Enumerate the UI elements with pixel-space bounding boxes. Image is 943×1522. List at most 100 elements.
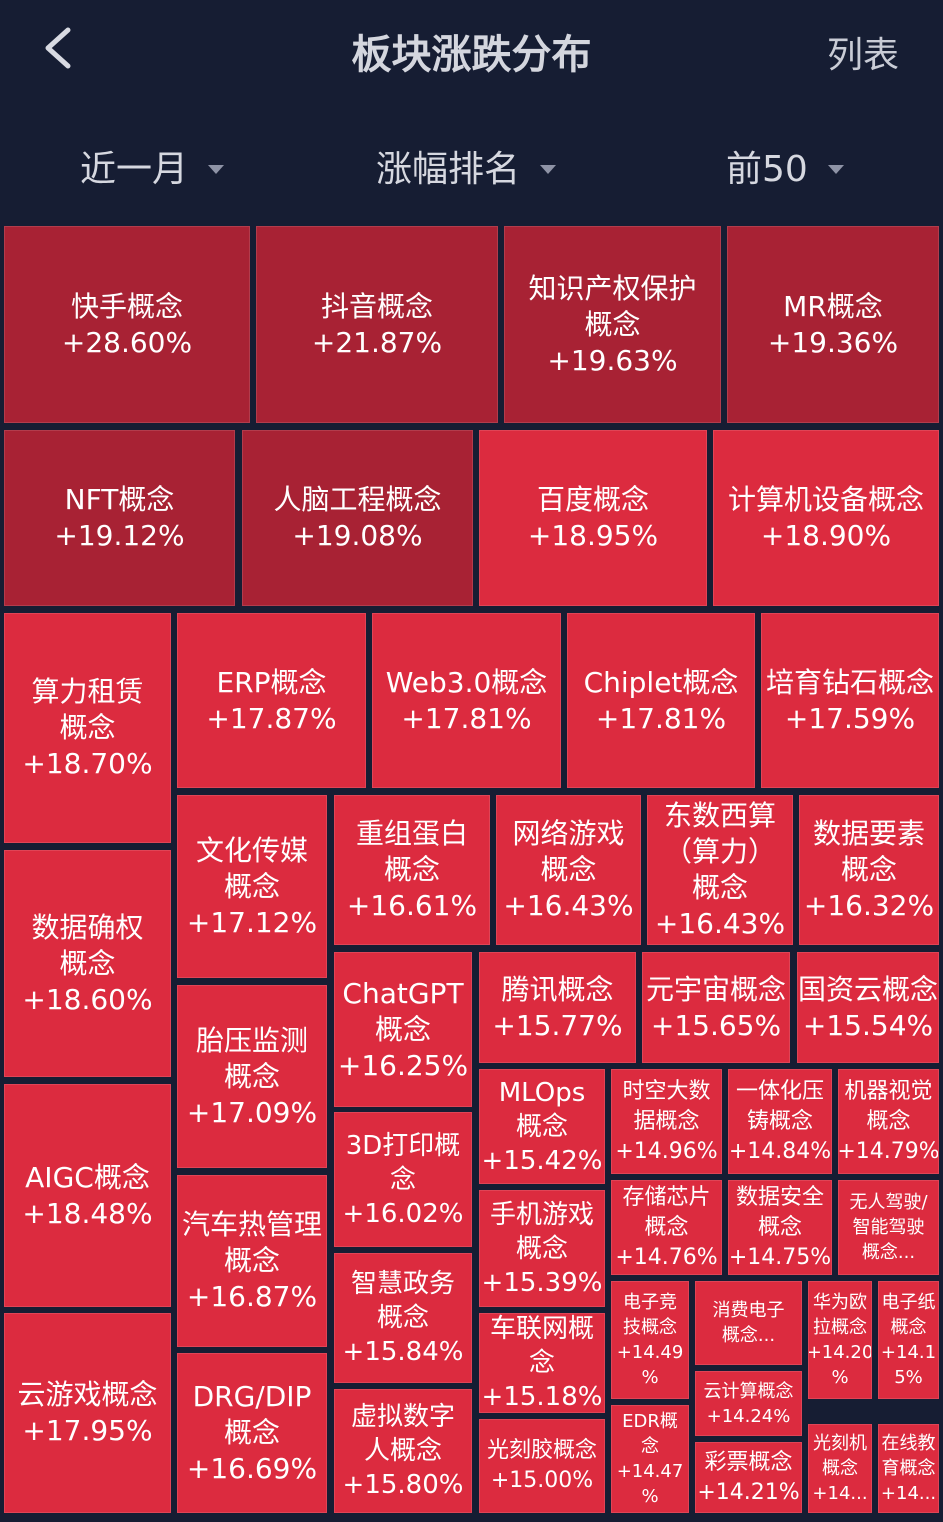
period-dropdown[interactable]: 近一月: [80, 140, 225, 192]
sector-name-line: 计算机设备概念: [727, 483, 924, 516]
sector-change: +17.87%: [206, 701, 337, 735]
sector-tile[interactable]: 华为欧 拉概念 +14.20%: [808, 1281, 872, 1399]
sector-name-line: 数据确权: [31, 910, 144, 944]
sector-tile[interactable]: 云计算概念 +14.24%: [695, 1371, 802, 1436]
sector-name-line: ChatGPT: [342, 976, 464, 1010]
sector-tile[interactable]: 虚拟数字 人概念 +15.80%: [334, 1389, 472, 1513]
sector-name-line: 数据要素: [812, 817, 925, 850]
sector-change: +16.69%: [186, 1452, 318, 1485]
sector-tile[interactable]: 手机游戏 概念 +15.39%: [479, 1190, 605, 1307]
sector-tile[interactable]: 数据确权 概念 +18.60%: [4, 850, 171, 1077]
sector-name-line: 5%: [894, 1367, 923, 1388]
sector-name-line: +14.20: [808, 1342, 872, 1363]
sector-tile[interactable]: 国资云概念 +15.54%: [797, 952, 939, 1063]
sector-tile[interactable]: 汽车热管理 概念 +16.87%: [177, 1175, 327, 1347]
sector-change: +16.87%: [186, 1280, 318, 1313]
sector-tile[interactable]: 光刻机 概念 +14...: [808, 1424, 872, 1513]
sector-tile-content: 胎压监测 概念 +17.09%: [187, 1023, 317, 1131]
sector-tile[interactable]: 电子纸 概念 +14.1 5%: [878, 1281, 939, 1399]
sector-change: +18.70%: [22, 747, 153, 780]
sector-tile[interactable]: 消费电子 概念...: [695, 1281, 802, 1365]
sector-name-line: 手机游戏: [489, 1199, 594, 1230]
sector-tile[interactable]: 重组蛋白 概念 +16.61%: [334, 795, 490, 945]
sector-name-line: 百度概念: [536, 483, 649, 516]
sector-tile[interactable]: 文化传媒 概念 +17.12%: [177, 795, 327, 978]
sector-tile-content: 网络游戏 概念 +16.43%: [503, 816, 633, 924]
sector-name-line: 智能驾驶: [852, 1217, 925, 1238]
sector-change: +19.12%: [54, 519, 185, 552]
sector-name-line: 概念: [540, 853, 597, 886]
sector-tile[interactable]: 腾讯概念 +15.77%: [479, 952, 636, 1063]
sector-tile-content: 智慧政务 概念 +15.84%: [343, 1267, 464, 1369]
sector-tile[interactable]: 知识产权保护 概念 +19.63%: [504, 226, 721, 423]
sector-tile[interactable]: 3D打印概念 +16.02%: [334, 1112, 472, 1247]
sector-name-line: 云游戏概念: [17, 1378, 158, 1411]
sector-tile-content: 存储芯片 概念 +14.76%: [615, 1183, 717, 1273]
sector-change: +17.12%: [186, 905, 318, 939]
sector-tile-content: 腾讯概念 +15.77%: [492, 972, 622, 1044]
sector-tile-content: MLOps 概念 +15.42%: [482, 1076, 603, 1178]
sector-tile[interactable]: MLOps 概念 +15.42%: [479, 1069, 605, 1184]
sort-dropdown[interactable]: 涨幅排名: [376, 140, 557, 192]
sector-tile[interactable]: 胎压监测 概念 +17.09%: [177, 985, 327, 1168]
sector-tile-content: 知识产权保护 概念 +19.63%: [528, 271, 696, 379]
sector-change: +15.84%: [342, 1337, 464, 1367]
sector-tile[interactable]: ChatGPT 概念 +16.25%: [334, 952, 472, 1107]
sector-tile[interactable]: 培育钻石概念 +17.59%: [761, 613, 939, 788]
count-dropdown[interactable]: 前50: [726, 140, 844, 192]
sector-tile[interactable]: 在线教 育概念 +14...: [878, 1424, 939, 1513]
sector-name-line: 概念: [515, 1233, 568, 1264]
back-arrow-icon[interactable]: [38, 26, 82, 70]
sector-tile-content: 彩票概念 +14.21%: [697, 1448, 799, 1508]
sector-change: +14.21%: [697, 1479, 800, 1505]
sector-tile[interactable]: 快手概念 +28.60%: [4, 226, 250, 423]
sector-name-line: 概念: [691, 871, 748, 904]
sector-tile[interactable]: 云游戏概念 +17.95%: [4, 1313, 171, 1513]
sector-tile-content: 手机游戏 概念 +15.39%: [482, 1198, 603, 1300]
chevron-down-icon: [208, 164, 225, 174]
sector-tile[interactable]: DRG/DIP 概念 +16.69%: [177, 1353, 327, 1513]
sector-tile[interactable]: 无人驾驶/智能驾驶 概念...: [838, 1180, 939, 1275]
sector-name-line: Web3.0概念: [385, 665, 548, 699]
sector-tile-content: 云游戏概念 +17.95%: [17, 1377, 157, 1449]
sector-tile[interactable]: 智慧政务 概念 +15.84%: [334, 1253, 472, 1383]
sector-tile[interactable]: 算力租赁 概念 +18.70%: [4, 613, 171, 843]
sector-tile[interactable]: 数据要素 概念 +16.32%: [799, 795, 939, 945]
sector-change: +18.90%: [760, 519, 892, 552]
sector-tile[interactable]: NFT概念 +19.12%: [4, 430, 235, 606]
sector-tile-content: 文化传媒 概念 +17.12%: [187, 833, 317, 941]
sector-tile[interactable]: 彩票概念 +14.21%: [695, 1442, 802, 1513]
sector-tile[interactable]: 网络游戏 概念 +16.43%: [496, 795, 641, 945]
sector-tile[interactable]: 抖音概念 +21.87%: [256, 226, 498, 423]
sector-tile[interactable]: 计算机设备概念 +18.90%: [713, 430, 939, 606]
sector-name-line: 光刻机: [813, 1433, 867, 1454]
sector-tile[interactable]: EDR概念 +14.47%: [611, 1405, 689, 1513]
sector-tile[interactable]: Web3.0概念 +17.81%: [372, 613, 561, 788]
sector-tile[interactable]: 电子竞 技概念 +14.49%: [611, 1281, 689, 1399]
sector-tile[interactable]: 东数西算 （算力） 概念 +16.43%: [647, 795, 793, 945]
sector-tile[interactable]: 车联网概念 +15.18%: [479, 1313, 605, 1413]
sector-tile[interactable]: 人脑工程概念 +19.08%: [242, 430, 473, 606]
sector-tile[interactable]: 一体化压 铸概念 +14.84%: [728, 1069, 832, 1174]
sector-tile[interactable]: 百度概念 +18.95%: [479, 430, 707, 606]
sector-tile[interactable]: Chiplet概念 +17.81%: [567, 613, 755, 788]
sector-tile[interactable]: AIGC概念 +18.48%: [4, 1084, 171, 1307]
sector-name-line: 概念: [822, 1458, 858, 1479]
sector-name-line: 概念: [866, 1108, 911, 1134]
sector-tile[interactable]: ERP概念 +17.87%: [177, 613, 366, 788]
sector-name-line: %: [641, 1486, 659, 1507]
sector-tile[interactable]: 时空大数 据概念 +14.96%: [611, 1069, 722, 1174]
sector-name-line: 数据安全: [736, 1184, 825, 1210]
list-view-button[interactable]: 列表: [826, 35, 899, 76]
sector-tile-content: 云计算概念 +14.24%: [704, 1379, 794, 1429]
sector-tile[interactable]: 存储芯片 概念 +14.76%: [611, 1180, 722, 1275]
sector-tile[interactable]: MR概念 +19.36%: [727, 226, 939, 423]
sector-tile-content: 华为欧 拉概念 +14.20%: [808, 1290, 872, 1390]
sector-name-line: 知识产权保护: [528, 271, 697, 305]
sector-tile-content: MR概念 +19.36%: [768, 289, 898, 361]
sector-tile[interactable]: 元宇宙概念 +15.65%: [642, 952, 790, 1063]
sector-tile[interactable]: 光刻胶概念 +15.00%: [479, 1419, 605, 1513]
sector-tile[interactable]: 机器视觉 概念 +14.79%: [838, 1069, 939, 1174]
sector-change: +17.81%: [401, 701, 532, 735]
sector-tile[interactable]: 数据安全 概念 +14.75%: [728, 1180, 832, 1275]
